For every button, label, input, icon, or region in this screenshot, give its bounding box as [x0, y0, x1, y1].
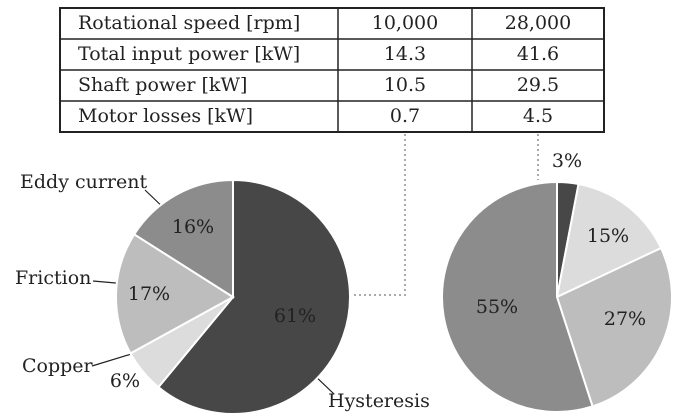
value-label: 6% — [110, 370, 140, 392]
pie-slice — [157, 178, 351, 415]
value-label: 15% — [587, 225, 629, 247]
pies — [115, 178, 673, 415]
table-cell: 28,000 — [505, 12, 571, 34]
value-label: 17% — [128, 283, 170, 305]
table-cell: 0.7 — [390, 105, 420, 127]
pie-slice — [555, 246, 673, 408]
table-cell: 29.5 — [517, 74, 559, 96]
table-cell: Total input power [kW] — [78, 43, 300, 65]
pie-slice — [441, 180, 594, 413]
table-cell: 4.5 — [523, 105, 553, 127]
pie-slice — [555, 182, 663, 299]
value-label: 16% — [172, 216, 214, 238]
table-cell: 10,000 — [372, 12, 438, 34]
table-cell: Rotational speed [rpm] — [78, 12, 300, 34]
pie-slice — [132, 178, 234, 299]
value-label: 61% — [274, 305, 316, 327]
value-label: 3% — [552, 150, 582, 172]
category-label: Eddy current — [20, 171, 147, 193]
value-label: 27% — [604, 308, 646, 330]
connector — [352, 134, 406, 296]
pie-slice — [115, 232, 235, 355]
category-label: Hysteresis — [328, 390, 430, 412]
table-cell: Motor losses [kW] — [78, 105, 253, 127]
table-cell: 10.5 — [384, 74, 426, 96]
category-label: Friction — [15, 267, 91, 289]
table: Rotational speed [rpm] 10,000 28,000 Total … — [59, 7, 605, 133]
category-label: Copper — [22, 355, 94, 377]
table-cell: Shaft power [kW] — [78, 74, 247, 96]
table-cell: 41.6 — [517, 43, 559, 65]
table-cell: 14.3 — [384, 43, 426, 65]
value-label: 55% — [476, 296, 518, 318]
